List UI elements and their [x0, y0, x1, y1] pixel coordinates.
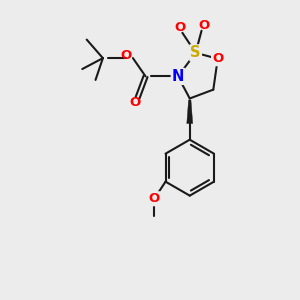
Text: N: N — [172, 69, 184, 84]
Text: O: O — [174, 21, 186, 34]
Polygon shape — [187, 100, 193, 124]
Text: O: O — [149, 192, 160, 205]
Text: S: S — [190, 45, 201, 60]
Text: O: O — [121, 49, 132, 62]
Text: O: O — [212, 52, 223, 65]
Text: O: O — [198, 19, 209, 32]
Text: O: O — [129, 96, 140, 110]
